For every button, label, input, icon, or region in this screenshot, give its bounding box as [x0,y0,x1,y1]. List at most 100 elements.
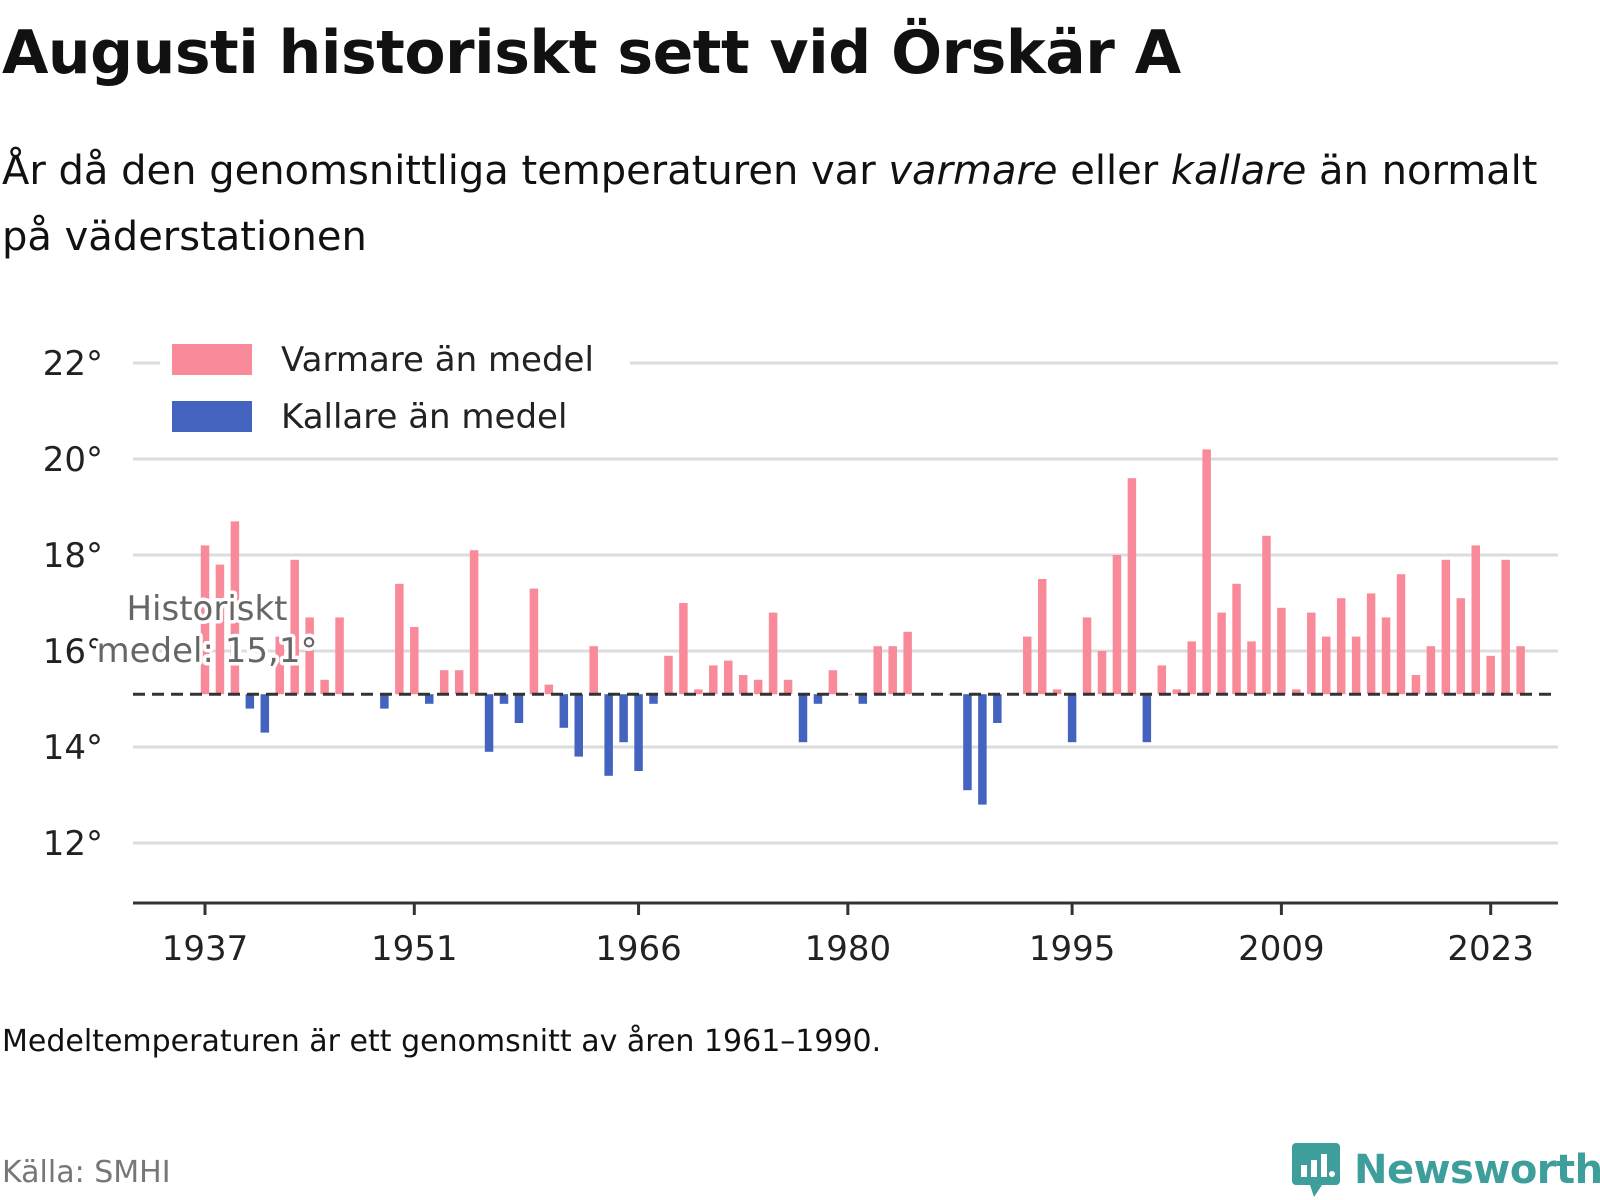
x-axis: 1937 1951 1966 1980 1995 2009 2023 [133,901,1558,969]
x-tick-label: 1951 [371,929,458,969]
source-credit: Källa: SMHI [2,1155,171,1190]
bar-2020 [1441,559,1451,695]
bar-1992 [1023,636,1032,695]
y-tick-label: 22° [43,344,103,384]
bar-2001 [1157,665,1167,695]
bar-1960 [544,684,554,695]
y-tick-label: 12° [43,824,103,864]
x-tick-label: 1966 [595,929,682,969]
bar-1971 [709,665,718,695]
baseline: Historiskt medel: 15,1° [93,586,1558,696]
bar-1952 [425,694,434,704]
bar-1961 [559,694,569,728]
bar-1973 [738,675,748,695]
bar-1941 [260,694,270,733]
bar-1993 [1037,579,1047,695]
bar-1965 [619,694,628,743]
chart-title: Augusti historiskt sett vid Örskär A [2,18,1181,88]
bar-1972 [724,660,733,695]
bar-1943 [290,559,299,695]
temperature-bar-chart: 12° 14° 16° 18° 20° 22° Historiskt medel: 15,1… [43,340,1558,969]
bar-1968 [664,655,673,695]
legend-label: Kallare än medel [281,397,567,437]
bar-1937 [200,545,210,695]
bar-2002 [1172,689,1181,695]
bar-1969 [679,603,688,695]
bar-2021 [1456,598,1466,695]
bar-2011 [1307,612,1316,695]
bar-1984 [903,631,912,695]
bar-2009 [1277,607,1286,695]
bar-1988 [963,694,972,791]
bar-1940 [245,694,255,709]
bar-1970 [694,689,703,695]
bar-1966 [634,694,643,771]
bar-1956 [484,694,494,752]
bar-1983 [888,646,897,695]
subtitle-part-3: än normalt på väderstationen [2,148,1538,260]
bar-2008 [1262,535,1271,695]
bar-1958 [514,694,524,723]
subtitle-warm-word: varmare [888,148,1058,194]
y-tick-label: 14° [43,728,103,768]
bar-1950 [395,583,404,695]
bar-1939 [230,521,240,695]
bar-2019 [1426,646,1436,695]
x-tick-label: 2009 [1238,929,1325,969]
bar-2004 [1202,449,1211,695]
bar-1996 [1082,617,1092,695]
bar-2012 [1322,636,1331,695]
chart-subtitle: År då den genomsnittliga temperaturen va… [2,138,1562,270]
subtitle-part-1: År då den genomsnittliga temperaturen va… [2,148,889,194]
bar-1951 [410,627,419,695]
bar-1955 [469,550,479,695]
bar-2025 [1516,646,1525,695]
bar-1998 [1112,555,1122,695]
bar-1963 [589,646,598,695]
bar-2024 [1501,559,1510,695]
bar-1942 [275,636,284,695]
bar-2015 [1366,593,1376,695]
bar-1954 [454,670,464,695]
bar-2022 [1471,545,1480,695]
bar-1946 [335,617,344,695]
bar-2017 [1396,574,1406,695]
legend-swatch [172,344,252,375]
bars [200,449,1525,805]
bar-1994 [1052,689,1062,695]
bar-1938 [215,564,225,695]
bar-1978 [813,694,823,704]
baseline-label: Historiskt medel: 15,1° [97,589,318,671]
bar-2018 [1411,675,1421,695]
bar-1997 [1097,651,1107,695]
y-tick-label: 16° [43,632,103,672]
newsworthy-logo-icon [1292,1143,1340,1197]
bar-1962 [574,694,583,757]
bar-1964 [604,694,613,776]
brand-logo: Newsworthy [1292,1140,1600,1200]
bar-1944 [305,617,314,695]
bar-1977 [798,694,808,743]
bar-1967 [649,694,658,704]
bar-1981 [858,694,868,704]
legend-swatch [172,401,252,432]
bar-2013 [1336,598,1346,695]
bar-1957 [499,694,509,704]
bar-1974 [753,679,763,695]
bar-1945 [320,679,329,695]
bar-1949 [380,694,389,709]
y-axis-labels: 12° 14° 16° 18° 20° 22° [43,344,103,864]
bar-1975 [768,612,778,695]
subtitle-cold-word: kallare [1170,148,1307,194]
bar-1999 [1127,478,1137,695]
x-tick-label: 2023 [1447,929,1534,969]
legend: Varmare än medel Kallare än medel [160,340,630,452]
bar-1990 [993,694,1002,723]
x-tick-label: 1995 [1029,929,1116,969]
legend-label: Varmare än medel [281,340,594,380]
bar-1959 [529,588,539,695]
brand-name: Newsworthy [1354,1147,1600,1193]
chart-note: Medeltemperaturen är ett genomsnitt av å… [2,1024,882,1059]
x-tick-label: 1980 [805,929,892,969]
y-tick-label: 20° [43,440,103,480]
